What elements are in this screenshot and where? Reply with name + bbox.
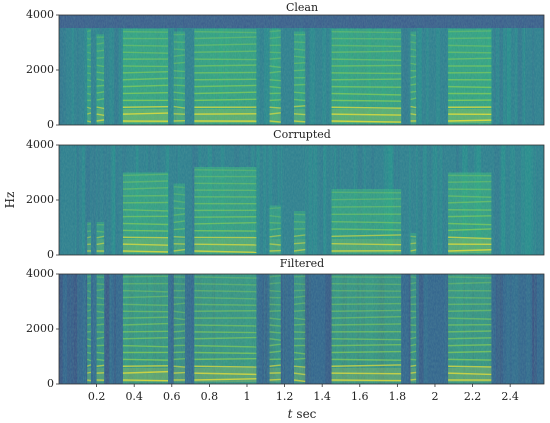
panel-title-clean: Clean <box>286 1 318 14</box>
x-tick-label: 2.4 <box>501 390 519 403</box>
x-tick-label: 1.2 <box>276 390 294 403</box>
y-tick-labels-filtered: 4000 2000 0 <box>26 267 54 390</box>
y-tick-label: 2000 <box>26 322 54 335</box>
panel-title-corrupted: Corrupted <box>273 128 331 141</box>
y-tick-label: 4000 <box>26 8 54 21</box>
y-tick-labels-clean: 4000 2000 0 <box>26 8 54 131</box>
x-tick-label: 1.8 <box>389 390 407 403</box>
y-tick-label: 4000 <box>26 138 54 151</box>
x-axis-label: t sec <box>288 407 317 421</box>
x-tick-label: 1.6 <box>351 390 369 403</box>
panel-corrupted: Corrupted 4000 2000 0 <box>26 128 545 261</box>
x-tick-label: 2.2 <box>464 390 482 403</box>
panel-title-filtered: Filtered <box>280 257 324 270</box>
x-tick-label: 1 <box>243 390 250 403</box>
plot-area-corrupted <box>56 144 545 256</box>
x-tick-label: 0.4 <box>125 390 143 403</box>
x-tick-label: 1.4 <box>313 390 331 403</box>
y-tick-label: 2000 <box>26 193 54 206</box>
y-tick-label: 4000 <box>26 267 54 280</box>
plot-area-clean <box>56 14 545 126</box>
panel-filtered: Filtered 4000 2000 0 <box>26 257 545 390</box>
x-tick-label: 0.8 <box>201 390 219 403</box>
x-tick-label: 0.2 <box>88 390 106 403</box>
x-tick-label: 0.6 <box>163 390 181 403</box>
x-axis-symbol: t <box>288 407 293 421</box>
y-tick-label: 0 <box>47 118 54 131</box>
x-tick-labels: 0.2 0.4 0.6 0.8 1 1.2 1.4 1.6 1.8 2 2.2 2.4 <box>88 384 519 403</box>
x-tick-label: 2 <box>431 390 438 403</box>
y-tick-label: 2000 <box>26 63 54 76</box>
x-axis-unit: sec <box>296 407 316 421</box>
panel-clean: Clean 4000 2000 0 <box>26 1 545 131</box>
y-tick-label: 0 <box>47 248 54 261</box>
y-tick-label: 0 <box>47 377 54 390</box>
y-tick-labels-corrupted: 4000 2000 0 <box>26 138 54 261</box>
y-axis-label: Hz <box>3 192 17 209</box>
plot-area-filtered <box>56 273 545 385</box>
